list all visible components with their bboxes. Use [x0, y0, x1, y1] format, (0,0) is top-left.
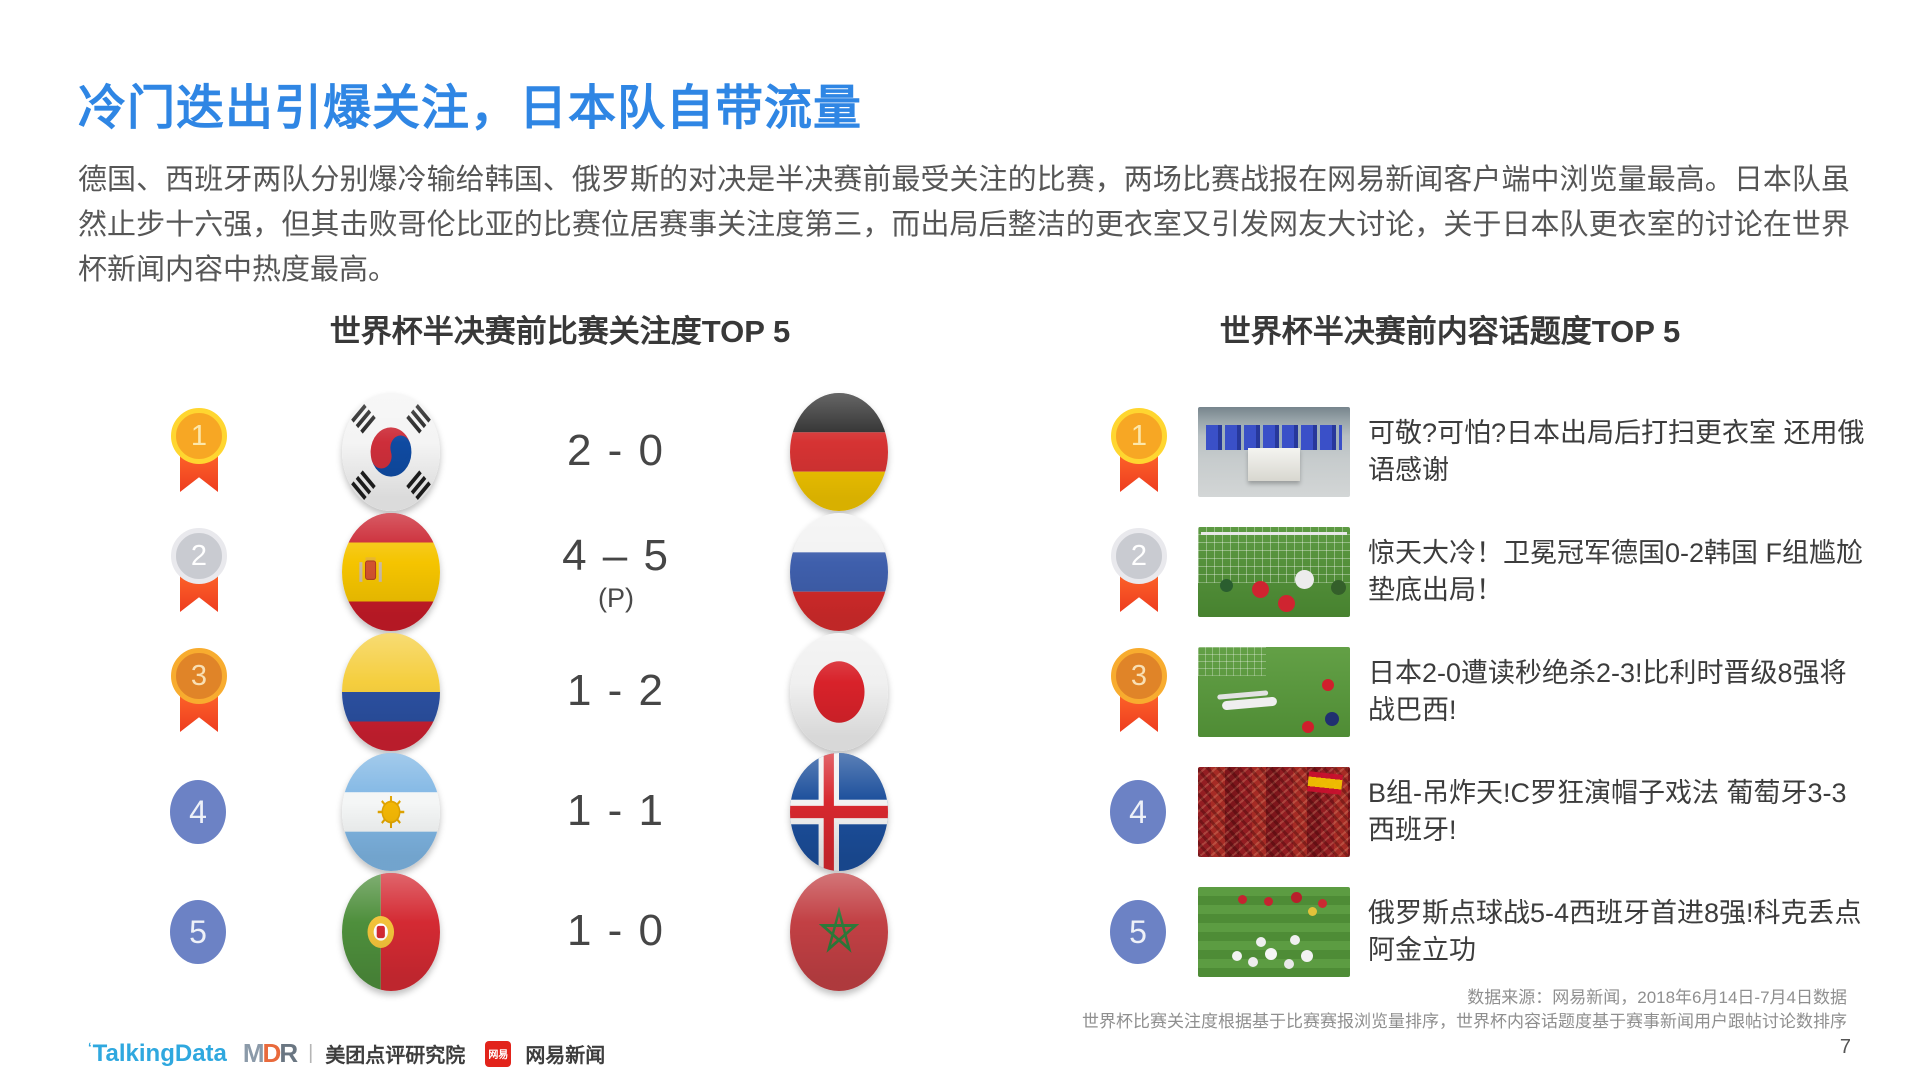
- flag-germany-icon: [790, 393, 888, 511]
- news-item-1: 1 可敬?可怕?日本出局后打扫更衣室 还用俄语感谢: [1104, 392, 1904, 512]
- talkingdata-logo: ʻTalkingData: [88, 1039, 227, 1067]
- match-row-3: 3 1 - 2: [0, 632, 980, 752]
- page-title: 冷门迭出引爆关注，日本队自带流量: [78, 82, 863, 135]
- news-photo-japan-belgium: [1198, 647, 1350, 737]
- rank-badge: 5: [170, 900, 228, 964]
- match-row-2: 2 4 – 5 (P): [0, 512, 980, 632]
- rank-number: 4: [1129, 793, 1147, 830]
- flag-portugal-icon: [342, 873, 440, 991]
- talkingdata-mark-icon: ʻ: [88, 1039, 92, 1055]
- match-row-5: 5 1 - 0: [0, 872, 980, 992]
- source-line-1: 数据来源：网易新闻，2018年6月14日-7月4日数据: [1467, 988, 1847, 1007]
- news-item-5: 5 俄罗斯点球战5-4西班牙首进8强!科克丢点阿金立功: [1104, 872, 1904, 992]
- flag-japan-icon: [790, 633, 888, 751]
- match-row-4: 4 1 - 1: [0, 752, 980, 872]
- flag-spain-icon: [342, 513, 440, 631]
- gold-medal-icon: 1: [1110, 408, 1168, 496]
- news-item-4: 4 B组-吊炸天!C罗狂演帽子戏法 葡萄牙3-3西班牙!: [1104, 752, 1904, 872]
- rank-number: 1: [1130, 419, 1148, 452]
- logo-divider: |: [308, 1042, 314, 1064]
- source-line-2: 世界杯比赛关注度根据基于比赛赛报浏览量排序，世界杯内容话题度基于赛事新闻用户跟帖…: [1082, 1012, 1847, 1031]
- rank-number: 3: [190, 659, 208, 692]
- rank-badge: 4: [170, 780, 228, 844]
- rank-badge: 4: [1110, 780, 1168, 844]
- footer-logos: ʻTalkingData MDR | 美团点评研究院 网易 网易新闻: [88, 1038, 605, 1069]
- penalty-note: (P): [598, 582, 634, 613]
- news-headline: B组-吊炸天!C罗狂演帽子戏法 葡萄牙3-3西班牙!: [1368, 778, 1847, 845]
- rank-number: 1: [190, 419, 208, 452]
- flag-morocco-icon: [790, 873, 888, 991]
- news-item-2: 2 惊天大冷！卫冕冠军德国0-2韩国 F组尴尬垫底出局！: [1104, 512, 1904, 632]
- match-score: 1 - 0: [566, 906, 666, 955]
- page-number: 7: [1839, 1036, 1851, 1058]
- flag-colombia-icon: [342, 633, 440, 751]
- match-score: 2 - 0: [566, 426, 666, 475]
- left-panel-title: 世界杯半决赛前比赛关注度TOP 5: [329, 314, 791, 349]
- rank-number: 2: [1130, 539, 1148, 572]
- news-topic-list: 1 可敬?可怕?日本出局后打扫更衣室 还用俄语感谢 2 惊天大冷！卫冕冠军德国0…: [1104, 392, 1904, 992]
- bronze-medal-icon: 3: [170, 648, 228, 736]
- news-headline: 可敬?可怕?日本出局后打扫更衣室 还用俄语感谢: [1368, 418, 1865, 485]
- rank-number: 2: [190, 539, 208, 572]
- match-score: 4 – 5: [562, 530, 670, 580]
- score-cell: 4 – 5 (P): [526, 531, 706, 614]
- silver-medal-icon: 2: [170, 528, 228, 616]
- data-source-note: 数据来源：网易新闻，2018年6月14日-7月4日数据 世界杯比赛关注度根据基于…: [1082, 986, 1847, 1034]
- match-score: 1 - 1: [566, 786, 666, 835]
- netease-badge-icon: 网易: [485, 1040, 512, 1067]
- score-cell: 1 - 1: [526, 786, 706, 838]
- mdr-logo: MDR: [242, 1038, 298, 1068]
- flag-argentina-icon: [342, 753, 440, 871]
- news-photo-japan-locker-room: [1198, 407, 1350, 497]
- rank-badge: 5: [1110, 900, 1168, 964]
- match-attention-list: 1: [0, 392, 980, 992]
- flag-russia-icon: [790, 513, 888, 631]
- rank-number: 5: [189, 913, 207, 950]
- score-cell: 2 - 0: [526, 426, 706, 478]
- news-photo-russia-celebration: [1198, 887, 1350, 977]
- news-photo-korea-germany-goal: [1198, 527, 1350, 617]
- score-cell: 1 - 2: [526, 666, 706, 718]
- rank-number: 4: [189, 793, 207, 830]
- news-headline: 惊天大冷！卫冕冠军德国0-2韩国 F组尴尬垫底出局！: [1368, 538, 1864, 605]
- news-photo-red-fans-crowd: [1198, 767, 1350, 857]
- rank-number: 3: [1130, 659, 1148, 692]
- flag-iceland-icon: [790, 753, 888, 871]
- gold-medal-icon: 1: [170, 408, 228, 496]
- bronze-medal-icon: 3: [1110, 648, 1168, 736]
- netease-news-label: 网易新闻: [525, 1045, 606, 1067]
- news-item-3: 3 日本2-0遭读秒绝杀2-3!比利时晋级8强将战巴西!: [1104, 632, 1904, 752]
- match-score: 1 - 2: [566, 666, 666, 715]
- meituan-dianping-research-label: 美团点评研究院: [325, 1045, 466, 1067]
- score-cell: 1 - 0: [526, 906, 706, 958]
- news-headline: 俄罗斯点球战5-4西班牙首进8强!科克丢点阿金立功: [1368, 898, 1862, 965]
- silver-medal-icon: 2: [1110, 528, 1168, 616]
- match-row-1: 1: [0, 392, 980, 512]
- intro-paragraph: 德国、西班牙两队分别爆冷输给韩国、俄罗斯的对决是半决赛前最受关注的比赛，两场比赛…: [78, 164, 1850, 286]
- news-headline: 日本2-0遭读秒绝杀2-3!比利时晋级8强将战巴西!: [1368, 658, 1847, 725]
- rank-number: 5: [1129, 913, 1147, 950]
- flag-south-korea-icon: [342, 393, 440, 511]
- right-panel-title: 世界杯半决赛前内容话题度TOP 5: [1219, 314, 1681, 349]
